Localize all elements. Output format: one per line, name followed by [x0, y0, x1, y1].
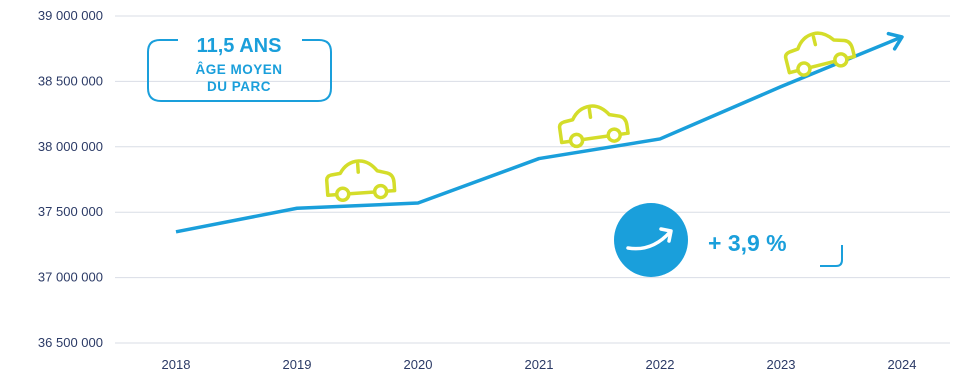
growth-arrow-icon: [626, 230, 672, 251]
y-tick-label: 37 500 000: [38, 204, 103, 219]
car-icon: [324, 159, 397, 202]
y-tick-label: 39 000 000: [38, 8, 103, 23]
y-tick-label: 36 500 000: [38, 335, 103, 350]
x-tick-label: 2018: [162, 357, 191, 372]
car-icon: [557, 104, 630, 149]
series-layer: [175, 31, 904, 234]
car-icon: [783, 31, 857, 77]
series-arrowhead: [886, 31, 904, 51]
x-tick-label: 2024: [888, 357, 917, 372]
growth-percentage: + 3,9 %: [708, 230, 787, 256]
y-axis-ticks: 39 000 000 38 500 000 38 000 000 37 500 000…: [38, 8, 103, 350]
x-tick-label: 2021: [525, 357, 554, 372]
y-tick-label: 38 500 000: [38, 73, 103, 88]
average-age-box: 11,5 ANS ÂGE MOYEN DU PARC: [146, 35, 332, 102]
growth-badge: [614, 203, 688, 277]
average-age-label-line2: DU PARC: [207, 79, 271, 94]
x-tick-label: 2022: [646, 357, 675, 372]
x-tick-label: 2019: [283, 357, 312, 372]
average-age-value: 11,5 ANS: [188, 35, 290, 57]
y-tick-label: 38 000 000: [38, 139, 103, 154]
x-tick-label: 2020: [404, 357, 433, 372]
x-tick-label: 2023: [767, 357, 796, 372]
growth-bracket: [820, 245, 843, 267]
grid-lines: [115, 15, 950, 344]
age-box-frame: [147, 39, 332, 102]
y-tick-label: 37 000 000: [38, 270, 103, 285]
x-axis-ticks: 2018 2019 2020 2021 2022 2023 2024: [162, 357, 917, 372]
average-age-label-line1: ÂGE MOYEN: [195, 62, 283, 77]
